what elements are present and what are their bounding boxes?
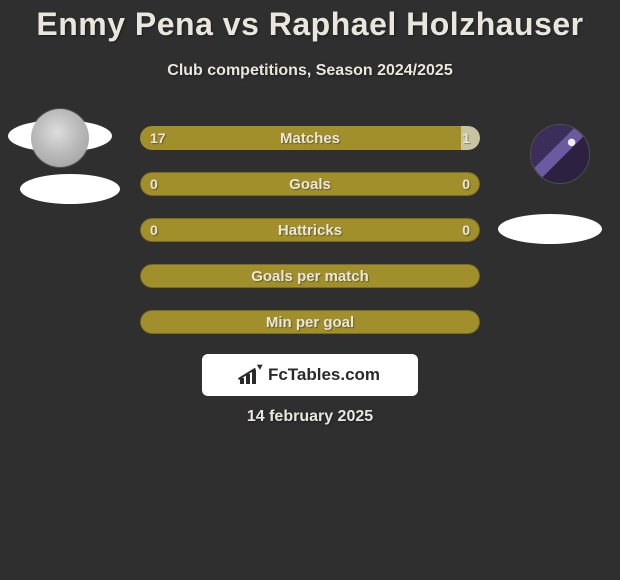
stat-row: Hattricks0 0 bbox=[140, 218, 480, 242]
brand-badge: FcTables.com bbox=[202, 354, 418, 396]
player-right-avatar bbox=[530, 124, 590, 184]
stat-value-left: 0 bbox=[150, 218, 158, 242]
stat-row: Matches17 1 bbox=[140, 126, 480, 150]
decorative-oval bbox=[20, 174, 120, 204]
stat-row: Goals0 0 bbox=[140, 172, 480, 196]
stats-infographic: Enmy Pena vs Raphael Holzhauser Club com… bbox=[0, 0, 620, 580]
page-title: Enmy Pena vs Raphael Holzhauser bbox=[0, 6, 620, 43]
stat-value-left: 17 bbox=[150, 126, 166, 150]
stat-label: Goals bbox=[140, 172, 480, 196]
date-stamp: 14 february 2025 bbox=[0, 408, 620, 426]
stat-value-right: 0 bbox=[462, 172, 470, 196]
stat-label: Hattricks bbox=[140, 218, 480, 242]
stat-label: Matches bbox=[140, 126, 480, 150]
brand-text: FcTables.com bbox=[268, 365, 380, 385]
player-left-avatar bbox=[30, 108, 90, 168]
stat-row: Goals per match bbox=[140, 264, 480, 288]
stat-label: Min per goal bbox=[140, 310, 480, 334]
stat-label: Goals per match bbox=[140, 264, 480, 288]
subtitle: Club competitions, Season 2024/2025 bbox=[0, 62, 620, 80]
decorative-oval bbox=[498, 214, 602, 244]
stat-value-right: 1 bbox=[462, 126, 470, 150]
brand-chart-icon bbox=[240, 366, 262, 384]
stat-value-right: 0 bbox=[462, 218, 470, 242]
stat-value-left: 0 bbox=[150, 172, 158, 196]
stat-bars: Matches171Goals00Hattricks00Goals per ma… bbox=[140, 126, 480, 356]
stat-row: Min per goal bbox=[140, 310, 480, 334]
